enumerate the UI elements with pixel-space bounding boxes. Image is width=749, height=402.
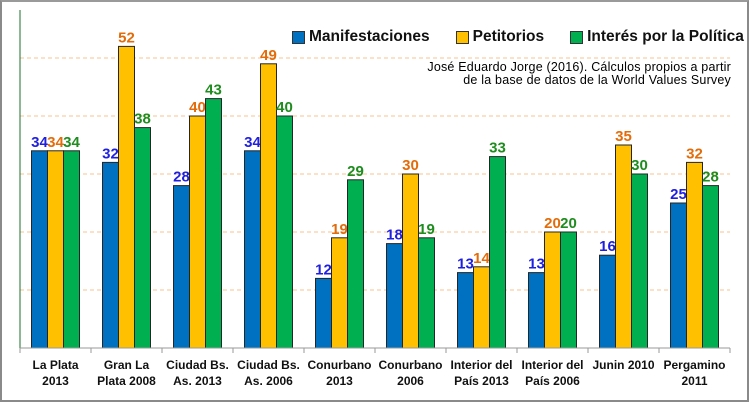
x-tick-label: Interior del	[450, 358, 512, 372]
data-label: 34	[31, 134, 48, 151]
legend-swatch-petitorios	[455, 30, 469, 44]
bar-petitorios-9	[686, 161, 703, 349]
x-tick-label: Conurbano	[308, 358, 372, 372]
bar-petitorios-4	[331, 237, 348, 349]
x-tick-label: Plata 2008	[97, 374, 156, 388]
x-tick-label: Pergamino	[663, 358, 725, 372]
data-label: 33	[489, 140, 506, 157]
data-label: 12	[315, 261, 332, 278]
source-line-1: José Eduardo Jorge (2016). Cálculos prop…	[427, 60, 731, 74]
legend-swatch-interes	[570, 30, 584, 44]
data-label: 14	[473, 250, 490, 267]
bar-manifestaciones-5	[386, 243, 403, 349]
bar-inter-s-por-la-pol-tica-8	[631, 173, 648, 349]
bar-manifestaciones-2	[173, 185, 190, 349]
x-tick-label: Gran La	[104, 358, 150, 372]
data-label: 43	[205, 82, 222, 99]
x-tick-label: Conurbano	[379, 358, 443, 372]
data-label: 28	[173, 169, 190, 186]
data-label: 20	[560, 215, 577, 232]
bar-petitorios-5	[402, 173, 419, 349]
data-label: 40	[189, 99, 206, 116]
source-annotation: José Eduardo Jorge (2016). Cálculos prop…	[427, 61, 731, 87]
legend: Manifestaciones Petitorios Interés por l…	[292, 28, 744, 46]
data-label: 34	[47, 134, 64, 151]
source-line-2: de la base de datos de la World Values S…	[463, 73, 731, 87]
data-label: 30	[631, 157, 648, 174]
x-tick-label: País 2006	[525, 374, 580, 388]
legend-item-interes: Interés por la Política	[570, 28, 744, 46]
bar-manifestaciones-9	[670, 202, 687, 349]
legend-item-petitorios: Petitorios	[455, 28, 545, 46]
legend-label: Petitorios	[472, 28, 545, 45]
data-label: 18	[386, 227, 403, 244]
bar-manifestaciones-8	[599, 254, 616, 349]
bar-petitorios-0	[47, 150, 64, 349]
x-tick-label: Interior del	[521, 358, 583, 372]
x-tick-label: 2013	[326, 374, 353, 388]
data-label: 28	[702, 169, 719, 186]
legend-label: Interés por la Política	[587, 28, 744, 45]
bar-inter-s-por-la-pol-tica-7	[560, 231, 577, 349]
data-label: 38	[134, 111, 151, 128]
data-label: 19	[418, 221, 435, 238]
data-label: 16	[599, 238, 616, 255]
x-tick-label: 2013	[42, 374, 69, 388]
bar-petitorios-6	[473, 266, 490, 349]
legend-item-manifestaciones: Manifestaciones	[292, 28, 430, 46]
x-tick-label: País 2013	[454, 374, 509, 388]
x-tick-label: Ciudad Bs.	[237, 358, 300, 372]
data-label: 34	[244, 134, 261, 151]
data-label: 13	[457, 256, 474, 273]
bar-petitorios-7	[544, 231, 561, 349]
bar-manifestaciones-3	[244, 150, 261, 349]
x-tick-label: Ciudad Bs.	[166, 358, 229, 372]
data-label: 34	[63, 134, 80, 151]
x-tick-label: La Plata	[32, 358, 78, 372]
bar-inter-s-por-la-pol-tica-1	[134, 127, 151, 349]
bar-petitorios-8	[615, 144, 632, 349]
bar-manifestaciones-6	[457, 272, 474, 349]
data-label: 20	[544, 215, 561, 232]
data-label: 49	[260, 47, 277, 64]
x-tick-label: 2011	[681, 374, 707, 388]
data-label: 52	[118, 29, 135, 46]
bar-inter-s-por-la-pol-tica-2	[205, 98, 222, 349]
data-label: 30	[402, 157, 419, 174]
data-label: 29	[347, 163, 364, 180]
data-label: 32	[686, 145, 703, 162]
x-tick-label: As. 2013	[173, 374, 222, 388]
bar-manifestaciones-0	[31, 150, 48, 349]
bar-inter-s-por-la-pol-tica-0	[63, 150, 80, 349]
bar-petitorios-2	[189, 115, 206, 349]
bar-petitorios-1	[118, 45, 135, 349]
x-tick-label: As. 2006	[244, 374, 293, 388]
data-label: 25	[670, 186, 687, 203]
data-label: 19	[331, 221, 348, 238]
data-label: 32	[102, 145, 119, 162]
bar-manifestaciones-7	[528, 272, 545, 349]
bar-inter-s-por-la-pol-tica-3	[276, 115, 293, 349]
bar-inter-s-por-la-pol-tica-6	[489, 156, 506, 349]
bar-inter-s-por-la-pol-tica-4	[347, 179, 364, 349]
bar-petitorios-3	[260, 63, 277, 349]
x-tick-label: 2006	[397, 374, 424, 388]
data-label: 13	[528, 256, 545, 273]
legend-label: Manifestaciones	[309, 28, 430, 45]
bar-inter-s-por-la-pol-tica-5	[418, 237, 435, 349]
legend-swatch-manifestaciones	[292, 30, 305, 44]
data-label: 40	[276, 99, 293, 116]
x-tick-label: Junin 2010	[592, 358, 654, 372]
bar-manifestaciones-1	[102, 161, 119, 349]
bar-manifestaciones-4	[315, 277, 332, 349]
data-label: 35	[615, 128, 632, 145]
bar-inter-s-por-la-pol-tica-9	[702, 185, 719, 349]
